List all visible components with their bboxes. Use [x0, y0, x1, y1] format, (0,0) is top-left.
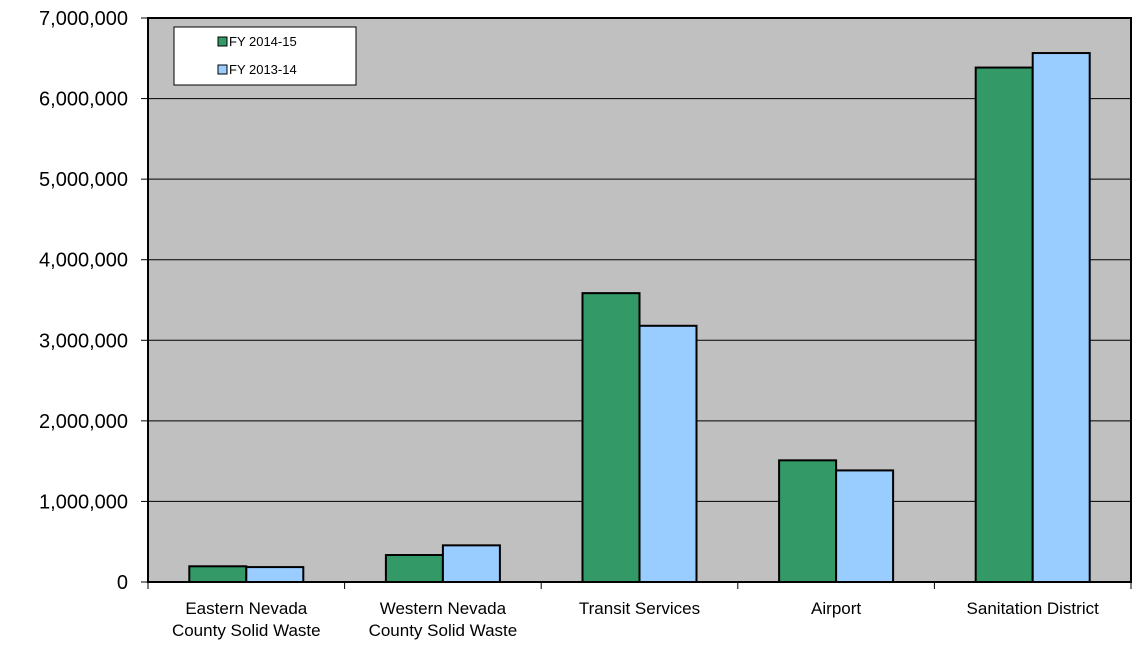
- x-tick-label: Western Nevada County Solid Waste: [369, 599, 518, 640]
- x-tick-label: Eastern Nevada County Solid Waste: [172, 599, 321, 640]
- bar-fy-2014-15: [974, 66, 1034, 583]
- y-tick-label: 2,000,000: [39, 411, 128, 433]
- y-tick-label: 3,000,000: [39, 330, 128, 352]
- legend: FY 2014-15 FY 2013-14: [173, 26, 357, 86]
- y-tick-label: 5,000,000: [39, 169, 128, 191]
- y-tick-label: 4,000,000: [39, 250, 128, 272]
- x-tick-label: Sanitation District: [967, 599, 1100, 618]
- legend-box: [173, 26, 357, 86]
- bar-fy-2014-15: [581, 292, 641, 583]
- bar-fy-2013-14: [1031, 52, 1091, 583]
- y-tick-label: 1,000,000: [39, 491, 128, 513]
- y-tick-label: 7,000,000: [39, 8, 128, 30]
- y-tick-label: 0: [117, 572, 128, 594]
- axes: [147, 18, 1132, 589]
- bar-fy-2014-15: [188, 565, 248, 584]
- bar-fy-2014-15: [778, 459, 838, 583]
- bar-fy-2013-14: [441, 544, 501, 584]
- legend-label: FY 2013-14: [229, 62, 297, 77]
- legend-swatch: [217, 64, 228, 75]
- bar-fy-2014-15: [384, 554, 444, 583]
- gridlines: [148, 98, 1131, 502]
- y-axis-ticks: 0 1,000,000 2,000,000 3,000,000 4,000,000 5,0…: [39, 8, 148, 594]
- x-axis-labels: Eastern Nevada County Solid Waste Western …: [172, 599, 1099, 640]
- x-tick-label: Transit Services: [579, 599, 700, 618]
- y-tick-label: 6,000,000: [39, 89, 128, 111]
- legend-label: FY 2014-15: [229, 34, 297, 49]
- bars: [188, 52, 1091, 584]
- legend-swatch: [217, 36, 228, 47]
- bar-fy-2013-14: [638, 324, 698, 583]
- bar-fy-2013-14: [245, 566, 305, 584]
- x-tick-label: Airport: [811, 599, 861, 618]
- bar-fy-2013-14: [835, 469, 895, 583]
